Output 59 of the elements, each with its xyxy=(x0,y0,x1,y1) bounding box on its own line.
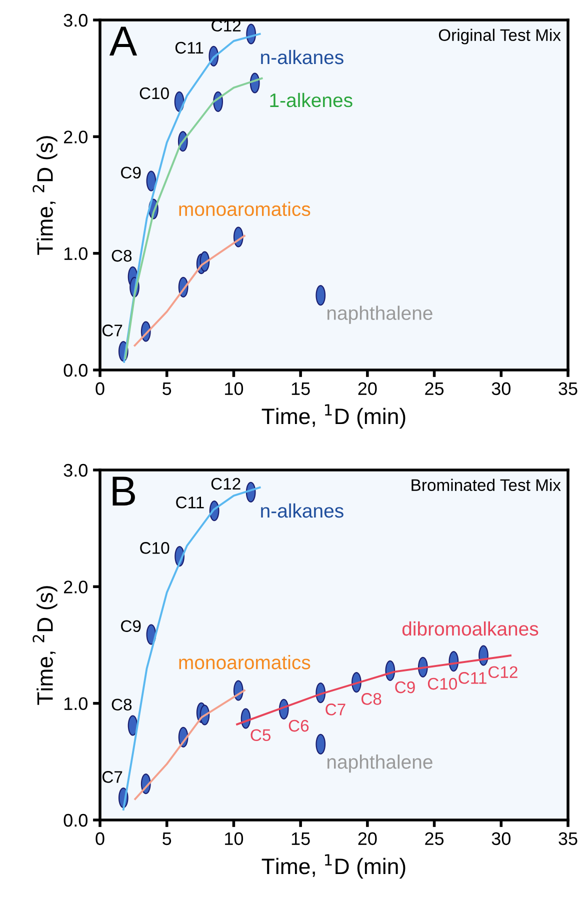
series-label: monoaromatics xyxy=(179,202,310,216)
y-tick-label: 3.0 xyxy=(64,14,88,27)
data-label: C10 xyxy=(140,87,169,100)
chart-title: Original Test Mix xyxy=(438,28,561,44)
x-tick-label: 20 xyxy=(358,832,377,846)
x-tick-label: 35 xyxy=(558,382,578,396)
data-label: C9 xyxy=(395,681,415,694)
series-label: dibromoalkanes xyxy=(402,621,538,636)
data-label: C12 xyxy=(211,478,240,490)
x-tick-label: 10 xyxy=(225,382,244,396)
data-label: C11 xyxy=(175,42,204,54)
y-tick-label: 0.0 xyxy=(64,814,88,827)
x-tick-label: 10 xyxy=(225,832,244,846)
data-label: C8 xyxy=(112,698,132,711)
data-label: C8 xyxy=(361,693,382,705)
y-tick-label: 2.0 xyxy=(64,130,88,144)
data-label: C8 xyxy=(112,250,132,262)
x-tick-label: 25 xyxy=(425,832,444,846)
series-label: 1-alkenes xyxy=(270,92,352,108)
annotation: A xyxy=(109,26,138,56)
data-label: C10 xyxy=(428,678,458,690)
data-label: C7 xyxy=(102,771,122,783)
data-label: C11 xyxy=(458,672,486,684)
y-tick-label: 3.0 xyxy=(64,464,88,477)
y-tick-label: 1.0 xyxy=(64,247,88,260)
chart-title: Brominated Test Mix xyxy=(412,478,561,491)
data-label: C9 xyxy=(121,620,141,632)
x-axis-title: Time, $^{1}$D (min) xyxy=(262,854,406,879)
data-label: C9 xyxy=(121,166,141,179)
y-tick-label: 1.0 xyxy=(64,697,88,710)
series-label: monoaromatics xyxy=(179,655,310,670)
x-tick-label: 0 xyxy=(96,382,104,396)
series-label: n-alkanes xyxy=(261,503,344,518)
data-label: naphthalene xyxy=(327,306,432,324)
x-tick-label: 20 xyxy=(358,382,377,396)
data-label: C6 xyxy=(288,720,309,732)
x-tick-label: 5 xyxy=(162,832,172,846)
x-tick-label: 15 xyxy=(292,832,310,846)
y-tick-label: 0.0 xyxy=(64,364,88,377)
x-tick-label: 30 xyxy=(492,832,510,846)
y-tick-label: 2.0 xyxy=(64,580,88,594)
data-label: C7 xyxy=(326,704,346,716)
data-label: naphthalene xyxy=(327,754,432,773)
x-tick-label: 35 xyxy=(558,832,578,846)
data-label: C7 xyxy=(102,324,122,336)
x-axis-title: Time, $^{1}$D (min) xyxy=(262,404,406,429)
series-label: n-alkanes xyxy=(261,50,344,64)
x-tick-label: 15 xyxy=(292,382,310,396)
x-tick-label: 25 xyxy=(425,382,444,396)
data-label: C11 xyxy=(176,496,204,508)
annotation: B xyxy=(112,476,135,506)
y-axis-title: Time, $^{2}$D (s) xyxy=(32,136,58,255)
x-tick-label: 0 xyxy=(96,832,104,846)
x-tick-label: 5 xyxy=(162,382,172,396)
x-tick-label: 30 xyxy=(492,382,510,396)
data-label: C12 xyxy=(488,666,518,678)
y-axis-title: Time, $^{2}$D (s) xyxy=(32,586,58,705)
data-label: C10 xyxy=(140,542,170,554)
data-label: C5 xyxy=(250,729,271,742)
